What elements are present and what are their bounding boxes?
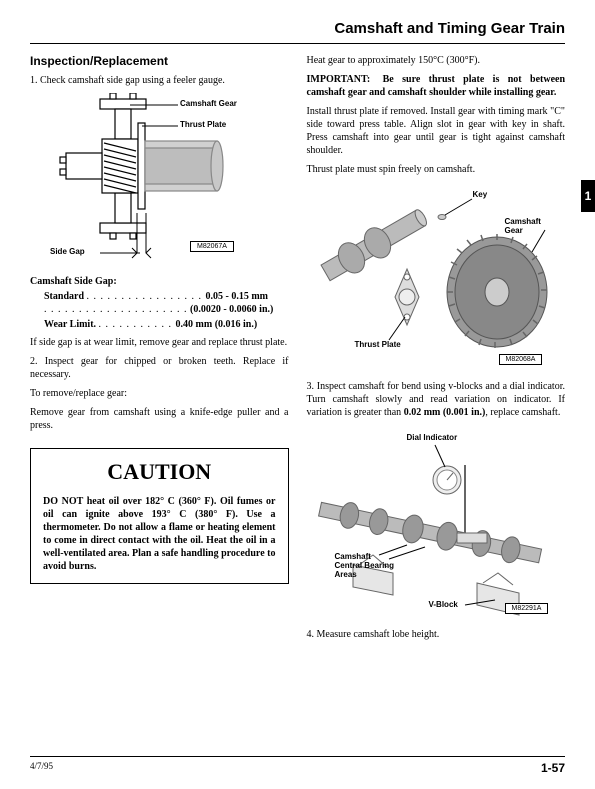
- spec-dots: . . . . . . . . . . . . . . . . . . . . …: [44, 304, 188, 315]
- text-wear-limit: If side gap is at wear limit, remove gea…: [30, 336, 289, 349]
- figure-id-2: M82068A: [499, 354, 543, 365]
- page-title: Camshaft and Timing Gear Train: [30, 20, 565, 37]
- step-2: 2. Inspect gear for chipped or broken te…: [30, 355, 289, 381]
- text-remove-heading: To remove/replace gear:: [30, 387, 289, 400]
- right-column: Heat gear to approximately 150°C (300°F)…: [307, 54, 566, 647]
- caution-text: DO NOT heat oil over 182° C (360° F). Oi…: [43, 495, 276, 573]
- figure-id-1: M82067A: [190, 241, 234, 252]
- label-camshaft-gear: Camshaft Gear: [180, 99, 237, 108]
- label-side-gap: Side Gap: [50, 247, 85, 256]
- caution-title: CAUTION: [43, 459, 276, 485]
- important-note: IMPORTANT: Be sure thrust plate is not b…: [307, 73, 566, 99]
- inspection-heading: Inspection/Replacement: [30, 54, 289, 68]
- footer-page-number: 1-57: [541, 761, 565, 775]
- text-spin: Thrust plate must spin freely on camshaf…: [307, 163, 566, 176]
- caution-box: CAUTION DO NOT heat oil over 182° C (360…: [30, 448, 289, 584]
- label-vblock: V-Block: [429, 600, 458, 609]
- label-bearing-areas: Camshaft Central Bearing Areas: [335, 553, 395, 579]
- text-remove-body: Remove gear from camshaft using a knife-…: [30, 406, 289, 432]
- text-install: Install thrust plate if removed. Install…: [307, 105, 566, 157]
- spec-dots: . . . . . . . . . . . . . . . . .: [87, 291, 206, 302]
- label-dial-indicator: Dial Indicator: [407, 433, 458, 442]
- spec-wear-label: Wear Limit.: [44, 319, 96, 330]
- spec-wear: Wear Limit. . . . . . . . . . . . 0.40 m…: [44, 319, 289, 330]
- figure-camshaft-side-gap: Camshaft Gear Thrust Plate Side Gap M820…: [30, 93, 289, 268]
- spec-heading: Camshaft Side Gap:: [30, 276, 289, 287]
- header-rule: [30, 43, 565, 44]
- spec-standard-alt: . . . . . . . . . . . . . . . . . . . . …: [44, 304, 289, 315]
- label-thrust-plate-2: Thrust Plate: [355, 340, 401, 349]
- figure-vblock: Dial Indicator Camshaft Central Bearing …: [307, 425, 566, 620]
- footer-date: 4/7/95: [30, 761, 53, 775]
- important-lead: IMPORTANT:: [307, 74, 371, 85]
- spec-dots: . . . . . . . . . . .: [99, 319, 176, 330]
- text-heat: Heat gear to approximately 150°C (300°F)…: [307, 54, 566, 67]
- step-3: 3. Inspect camshaft for bend using v-blo…: [307, 380, 566, 419]
- page-footer: 4/7/95 1-57: [30, 756, 565, 775]
- label-thrust-plate: Thrust Plate: [180, 120, 226, 129]
- step-1: 1. Check camshaft side gap using a feele…: [30, 74, 289, 87]
- spec-wear-val: 0.40 mm (0.016 in.): [176, 319, 258, 330]
- label-key: Key: [473, 190, 488, 199]
- spec-std-alt: (0.0020 - 0.0060 in.): [190, 304, 273, 315]
- section-tab: 1: [581, 180, 595, 212]
- figure-id-3: M82291A: [505, 603, 549, 614]
- step-4: 4. Measure camshaft lobe height.: [307, 628, 566, 641]
- label-camshaft-gear-2: Camshaft Gear: [505, 217, 560, 235]
- left-column: Inspection/Replacement 1. Check camshaft…: [30, 54, 289, 647]
- spec-std-label: Standard: [44, 291, 84, 302]
- spec-standard: Standard . . . . . . . . . . . . . . . .…: [44, 291, 289, 302]
- spec-std-val: 0.05 - 0.15 mm: [206, 291, 269, 302]
- step3-b: 0.02 mm (0.001 in.): [404, 407, 486, 418]
- figure-camshaft-assembly: Key Camshaft Gear Thrust Plate M82068A: [307, 182, 566, 372]
- step3-c: , replace camshaft.: [485, 407, 560, 418]
